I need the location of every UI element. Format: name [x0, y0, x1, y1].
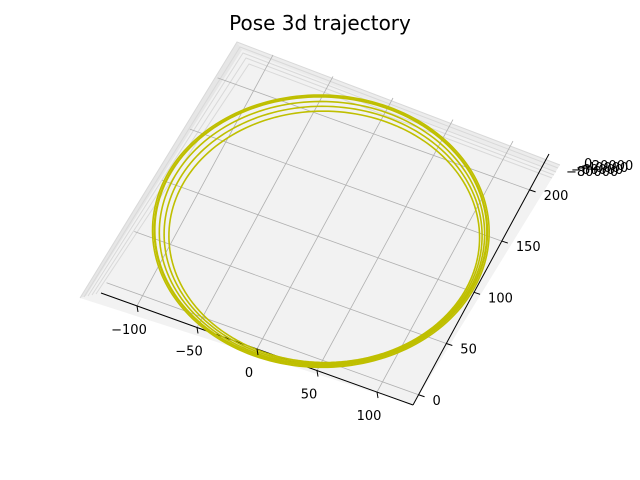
x-tick-mark: [196, 327, 199, 334]
pane-edge: [87, 52, 557, 297]
gridline-y: [189, 128, 502, 242]
y-tick-mark: [446, 343, 453, 347]
x-tick-mark: [376, 391, 379, 399]
y-tick-label: 150: [516, 240, 541, 255]
gridline-y: [134, 231, 447, 344]
back-wall-pane: [80, 42, 242, 298]
z-tick-label: −60000: [571, 163, 623, 178]
gridline-y: [106, 282, 419, 396]
trajectory-loop: [168, 110, 481, 364]
y-axis-ticks: 0 50 100 150 200: [418, 189, 569, 409]
trajectory-loop: [151, 94, 490, 369]
y-tick-label: 200: [544, 189, 569, 204]
x-tick-label: −50: [175, 344, 202, 359]
y-tick-mark: [529, 189, 536, 193]
y-tick-mark: [418, 394, 425, 398]
trajectory-loop: [163, 105, 483, 365]
y-tick-mark: [501, 240, 508, 244]
z-tick-label: −80000: [566, 165, 618, 180]
pane-edge: [91, 57, 555, 296]
y-tick-label: 0: [433, 394, 441, 409]
x-tick-mark: [136, 305, 139, 313]
gridline-y: [217, 77, 530, 191]
y-tick-label: 50: [460, 343, 477, 358]
x-tick-label: 50: [301, 388, 318, 403]
trajectory-loop: [158, 100, 486, 366]
z-tick-label: −20000: [581, 159, 633, 174]
chart-title: Pose 3d trajectory: [229, 11, 411, 35]
pane-edge: [83, 46, 559, 298]
pane-edges: [79, 41, 561, 299]
x-tick-mark: [316, 370, 319, 377]
z-tick-label: 0: [584, 157, 592, 172]
gridline-x: [316, 119, 454, 371]
y-tick-mark: [473, 291, 481, 295]
pane-edge: [95, 63, 553, 295]
pane-edge: [79, 41, 561, 299]
z-tick-label: −40000: [576, 161, 628, 176]
gridline-x: [256, 97, 394, 350]
x-tick-label: 100: [357, 409, 382, 424]
gridline-y: [161, 179, 475, 293]
y-axis-line: [412, 153, 550, 406]
x-axis-ticks: −100 −50 0 50 100: [111, 305, 382, 424]
trajectory-loop: [153, 95, 489, 367]
trajectory-series: [151, 94, 490, 369]
x-tick-label: −100: [111, 323, 147, 338]
gridline-x: [196, 76, 334, 328]
x-tick-mark: [256, 348, 259, 356]
y-tick-label: 100: [488, 291, 513, 306]
grid-lines: [106, 54, 530, 396]
x-tick-label: 0: [245, 366, 253, 381]
